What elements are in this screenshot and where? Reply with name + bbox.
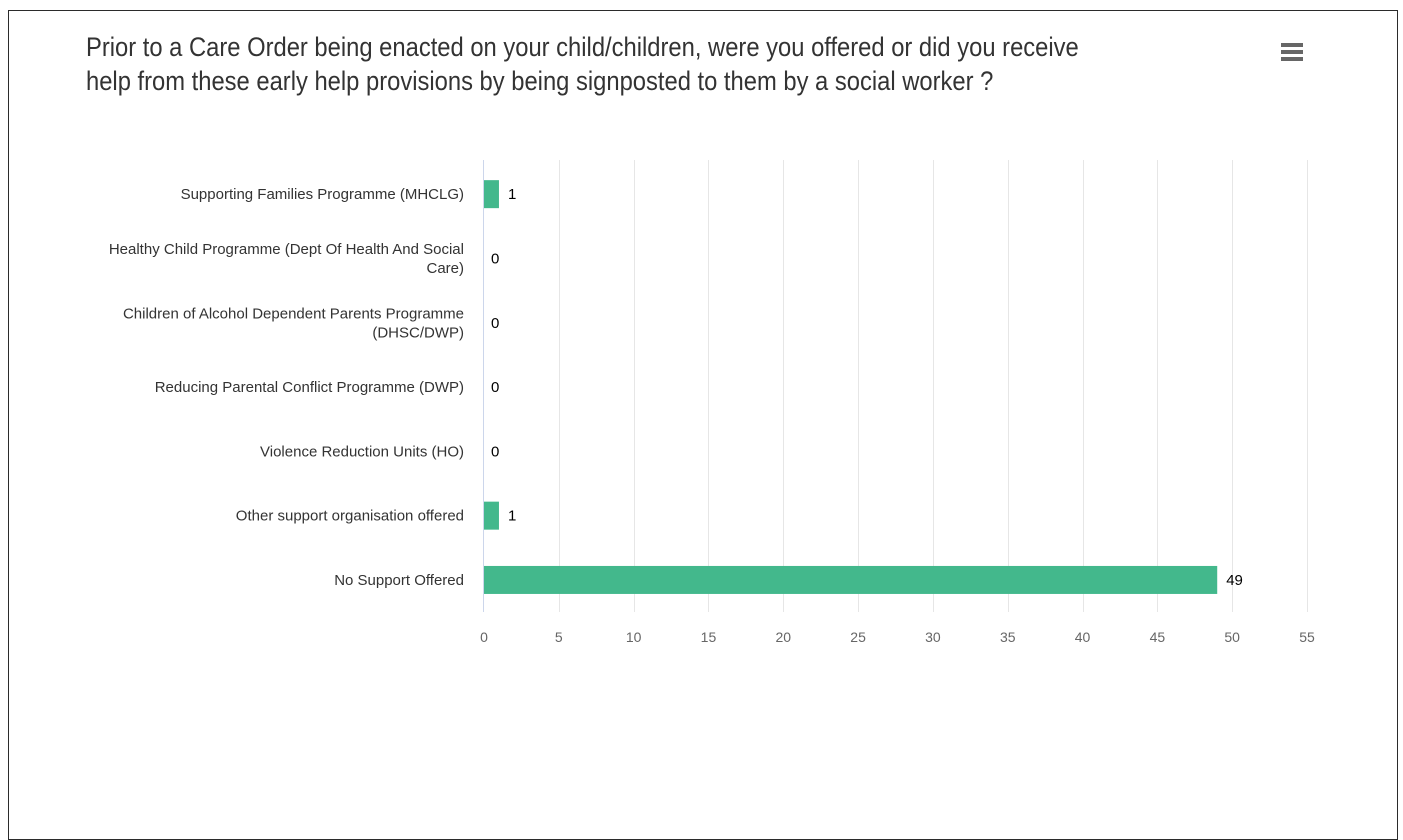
- category-label-line: Children of Alcohol Dependent Parents Pr…: [123, 305, 464, 322]
- category-label-line: Violence Reduction Units (HO): [260, 443, 464, 460]
- data-label: 0: [491, 379, 499, 396]
- x-tick-label: 20: [775, 629, 791, 645]
- category-label: Children of Alcohol Dependent Parents Pr…: [123, 305, 464, 341]
- category-label: No Support Offered: [334, 572, 464, 589]
- category-label: Violence Reduction Units (HO): [260, 443, 464, 460]
- data-label: 0: [491, 250, 499, 267]
- category-label: Other support organisation offered: [236, 508, 464, 525]
- x-tick-label: 40: [1075, 629, 1091, 645]
- category-label: Reducing Parental Conflict Programme (DW…: [155, 379, 464, 396]
- data-label: 1: [508, 508, 516, 525]
- category-label-line: No Support Offered: [334, 572, 464, 589]
- hamburger-menu-icon[interactable]: [1276, 38, 1308, 68]
- data-label: 49: [1226, 572, 1243, 589]
- data-label: 0: [491, 315, 499, 332]
- x-tick-label: 10: [626, 629, 642, 645]
- category-label-line: Healthy Child Programme (Dept Of Health …: [109, 241, 464, 258]
- bar: [484, 501, 499, 530]
- chart-container: [8, 10, 1398, 840]
- category-label-line: Supporting Families Programme (MHCLG): [181, 186, 464, 203]
- x-tick-label: 25: [850, 629, 866, 645]
- category-label-line: Other support organisation offered: [236, 508, 464, 525]
- x-tick-label: 45: [1150, 629, 1166, 645]
- category-label: Healthy Child Programme (Dept Of Health …: [109, 241, 464, 277]
- data-label: 0: [491, 443, 499, 460]
- data-label: 1: [508, 186, 516, 203]
- x-tick-label: 50: [1224, 629, 1240, 645]
- x-tick-label: 5: [555, 629, 563, 645]
- category-label: Supporting Families Programme (MHCLG): [181, 186, 464, 203]
- category-label-line: Reducing Parental Conflict Programme (DW…: [155, 379, 464, 396]
- x-tick-label: 30: [925, 629, 941, 645]
- x-tick-label: 0: [480, 629, 488, 645]
- x-tick-label: 35: [1000, 629, 1016, 645]
- category-label-line: (DHSC/DWP): [372, 324, 464, 341]
- x-tick-label: 15: [701, 629, 717, 645]
- category-label-line: Care): [426, 260, 464, 277]
- bar: [484, 565, 1218, 594]
- x-tick-label: 55: [1299, 629, 1315, 645]
- chart-title: Prior to a Care Order being enacted on y…: [86, 32, 1079, 96]
- bar: [484, 180, 499, 209]
